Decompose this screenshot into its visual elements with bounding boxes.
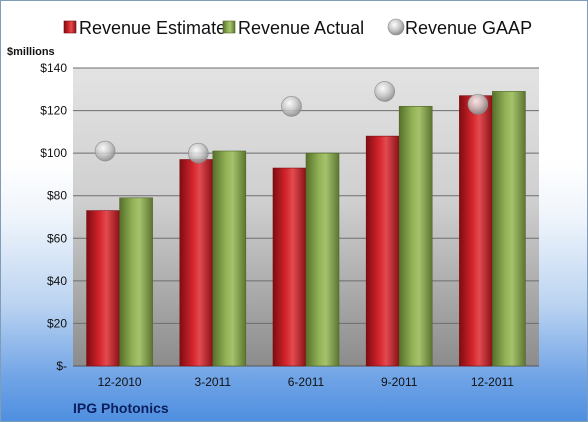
- gaap-points: [94, 81, 489, 164]
- y-axis-ticks: $- $20 $40 $60 $80 $100 $120 $140: [40, 61, 67, 373]
- x-tick-label: 12-2011: [471, 375, 514, 389]
- x-axis-ticks: 12-2010 3-2011 6-2011 9-2011 12-2011: [98, 375, 515, 389]
- x-tick-label: 9-2011: [381, 375, 418, 389]
- x-tick-label: 12-2010: [98, 375, 142, 389]
- y-axis-unit-label: $millions: [7, 46, 55, 58]
- x-tick-label: 6-2011: [288, 375, 325, 389]
- legend-swatch: [222, 20, 236, 34]
- bar-revenue-actual: [212, 150, 247, 367]
- point-revenue-gaap: [94, 140, 116, 162]
- y-tick-label: $140: [40, 61, 67, 75]
- legend: Revenue Estimate Revenue Actual Revenue GA…: [63, 18, 532, 38]
- bar-revenue-actual: [398, 106, 433, 367]
- y-tick-label: $120: [40, 104, 67, 118]
- y-tick-label: $-: [56, 359, 67, 373]
- legend-swatch: [63, 20, 77, 34]
- legend-label: Revenue GAAP: [405, 18, 532, 38]
- y-tick-label: $80: [47, 189, 67, 203]
- bar-revenue-estimate: [365, 135, 400, 367]
- point-revenue-gaap: [467, 93, 489, 115]
- y-tick-label: $100: [40, 146, 67, 160]
- y-tick-label: $20: [47, 316, 67, 330]
- company-name: IPG Photonics: [73, 400, 169, 416]
- bar-revenue-actual: [119, 197, 153, 367]
- y-tick-label: $60: [47, 231, 67, 245]
- y-tick-label: $40: [47, 274, 67, 288]
- bar-revenue-estimate: [86, 210, 120, 367]
- x-tick-label: 3-2011: [195, 375, 232, 389]
- point-revenue-gaap: [281, 96, 302, 117]
- bar-revenue-actual: [492, 91, 526, 367]
- point-revenue-gaap: [188, 142, 209, 164]
- legend-swatch: [387, 18, 405, 36]
- legend-label: Revenue Actual: [238, 18, 364, 38]
- bar-revenue-estimate: [459, 95, 493, 367]
- bar-revenue-estimate: [179, 159, 214, 367]
- bars: [86, 91, 526, 367]
- bar-revenue-estimate: [272, 167, 307, 367]
- bar-revenue-actual: [305, 152, 340, 367]
- point-revenue-gaap: [374, 81, 396, 102]
- legend-label: Revenue Estimate: [79, 18, 226, 38]
